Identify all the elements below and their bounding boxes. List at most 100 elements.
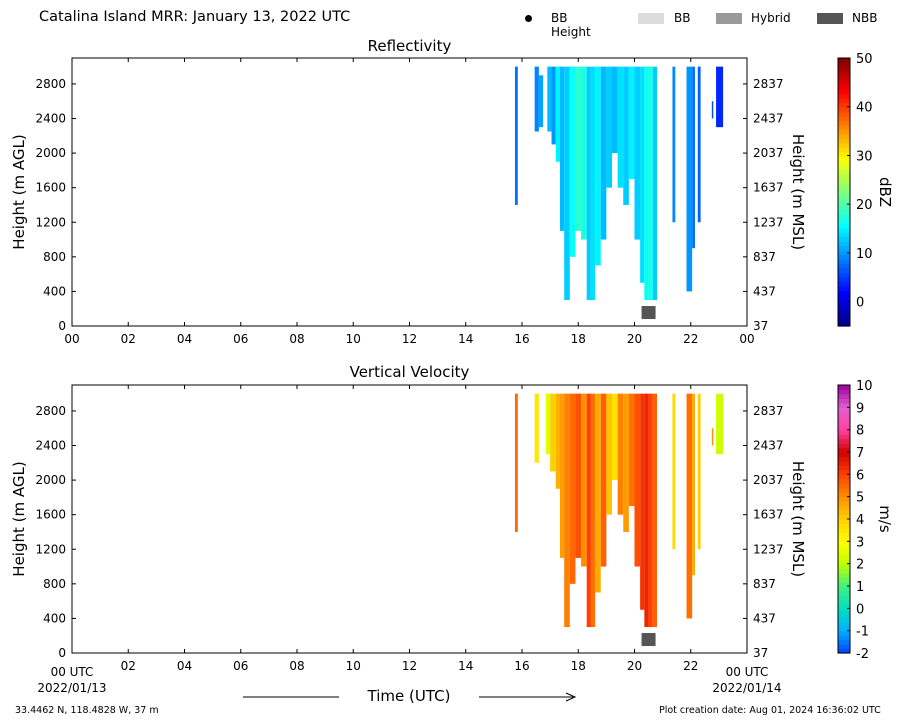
data-column: [648, 393, 653, 628]
colorbar-step: [838, 196, 850, 202]
colorbar-step: [838, 434, 850, 440]
colorbar-step: [838, 111, 850, 117]
colorbar-step: [838, 254, 850, 260]
data-column: [569, 66, 576, 257]
colorbar-step: [838, 411, 850, 417]
y-tick-label-right: 2037: [753, 473, 784, 487]
y-tick-label: 2800: [35, 77, 66, 91]
data-column: [551, 66, 556, 145]
colorbar-step: [838, 594, 850, 600]
data-column: [575, 66, 582, 231]
colorbar-step: [838, 84, 850, 90]
colorbar-step: [838, 644, 850, 650]
colorbar-step: [838, 612, 850, 618]
colorbar-tick-label: 10: [856, 379, 873, 394]
legend-swatch-hybrid-icon: [716, 13, 742, 24]
colorbar-tick-label: -2: [856, 647, 869, 662]
y-tick-label-right: 2837: [753, 404, 784, 418]
colorbar-step: [838, 465, 850, 471]
colorbar-step: [838, 590, 850, 596]
x-tick-label: 20: [627, 332, 642, 346]
colorbar-label: dBZ: [876, 177, 894, 207]
legend-swatch-bb-icon: [638, 13, 664, 24]
colorbar-step: [838, 174, 850, 180]
y-tick-label: 2400: [35, 112, 66, 126]
colorbar-step: [838, 66, 850, 72]
colorbar-step: [838, 125, 850, 131]
colorbar-step: [838, 290, 850, 296]
data-column: [534, 66, 539, 132]
colorbar-step: [838, 285, 850, 291]
x-tick-label: 10: [346, 332, 361, 346]
colorbar-step: [838, 178, 850, 184]
y-tick-label: 1600: [35, 508, 66, 522]
x-tick-label: 10: [346, 659, 361, 673]
colorbar-tick-label: 6: [856, 468, 864, 483]
colorbar-step: [838, 281, 850, 287]
x-tick-label: 12: [402, 659, 417, 673]
y-axis-label: Height (m AGL): [10, 134, 28, 249]
colorbar-step: [838, 223, 850, 229]
y-tick-label: 0: [58, 319, 66, 333]
colorbar-step: [838, 447, 850, 453]
colorbar-step: [838, 420, 850, 426]
colorbar-step: [838, 62, 850, 68]
data-column: [595, 66, 601, 266]
data-column: [590, 393, 596, 628]
colorbar-step: [838, 250, 850, 256]
start-time-label: 00 UTC: [51, 665, 94, 679]
y-tick-label: 800: [43, 577, 66, 591]
x-tick-label: 22: [683, 332, 698, 346]
y-tick-label: 0: [58, 646, 66, 660]
x-tick-label: 14: [458, 332, 473, 346]
legend-dot-bb-height-icon: [525, 15, 532, 22]
colorbar-step: [838, 648, 850, 654]
data-column: [716, 393, 724, 455]
colorbar-step: [838, 317, 850, 323]
colorbar-tick-label: 20: [856, 198, 873, 213]
colorbar-step: [838, 120, 850, 126]
data-column: [600, 393, 607, 567]
data-column: [686, 66, 693, 292]
colorbar-step: [838, 559, 850, 565]
colorbar-step: [838, 165, 850, 171]
end-date-label: 2022/01/14: [712, 681, 781, 695]
colorbar-step: [838, 80, 850, 86]
y-tick-label-right: 2837: [753, 77, 784, 91]
data-column: [672, 66, 676, 223]
page-title: Catalina Island MRR: January 13, 2022 UT…: [39, 9, 351, 25]
colorbar-step: [838, 93, 850, 99]
colorbar-tick-label: 1: [856, 580, 864, 595]
colorbar-step: [838, 554, 850, 560]
data-column: [514, 66, 518, 205]
data-column: [559, 393, 565, 558]
y-tick-label: 2800: [35, 404, 66, 418]
nbb-marker: [641, 306, 656, 320]
colorbar-step: [838, 138, 850, 144]
data-column: [628, 66, 635, 180]
colorbar-step: [838, 147, 850, 153]
data-column: [648, 66, 653, 301]
data-column: [644, 393, 649, 628]
data-column: [697, 66, 701, 223]
y-axis-label-right: Height (m MSL): [789, 461, 807, 577]
data-column: [672, 393, 676, 550]
data-column: [612, 393, 618, 481]
data-column: [581, 393, 587, 567]
plot-creation-date: Plot creation date: Aug 01, 2024 16:36:0…: [659, 705, 881, 716]
colorbar-step: [838, 519, 850, 525]
data-column: [555, 66, 560, 162]
colorbar-step: [838, 460, 850, 466]
colorbar-step: [838, 183, 850, 189]
station-location: 33.4462 N, 118.4828 W, 37 m: [15, 705, 159, 716]
data-column: [617, 393, 624, 515]
colorbar-tick-label: 0: [856, 602, 864, 617]
data-column: [692, 66, 695, 249]
colorbar-step: [838, 259, 850, 265]
data-column: [595, 393, 601, 593]
colorbar-step: [838, 425, 850, 431]
colorbar-step: [838, 385, 850, 391]
colorbar-step: [838, 98, 850, 104]
